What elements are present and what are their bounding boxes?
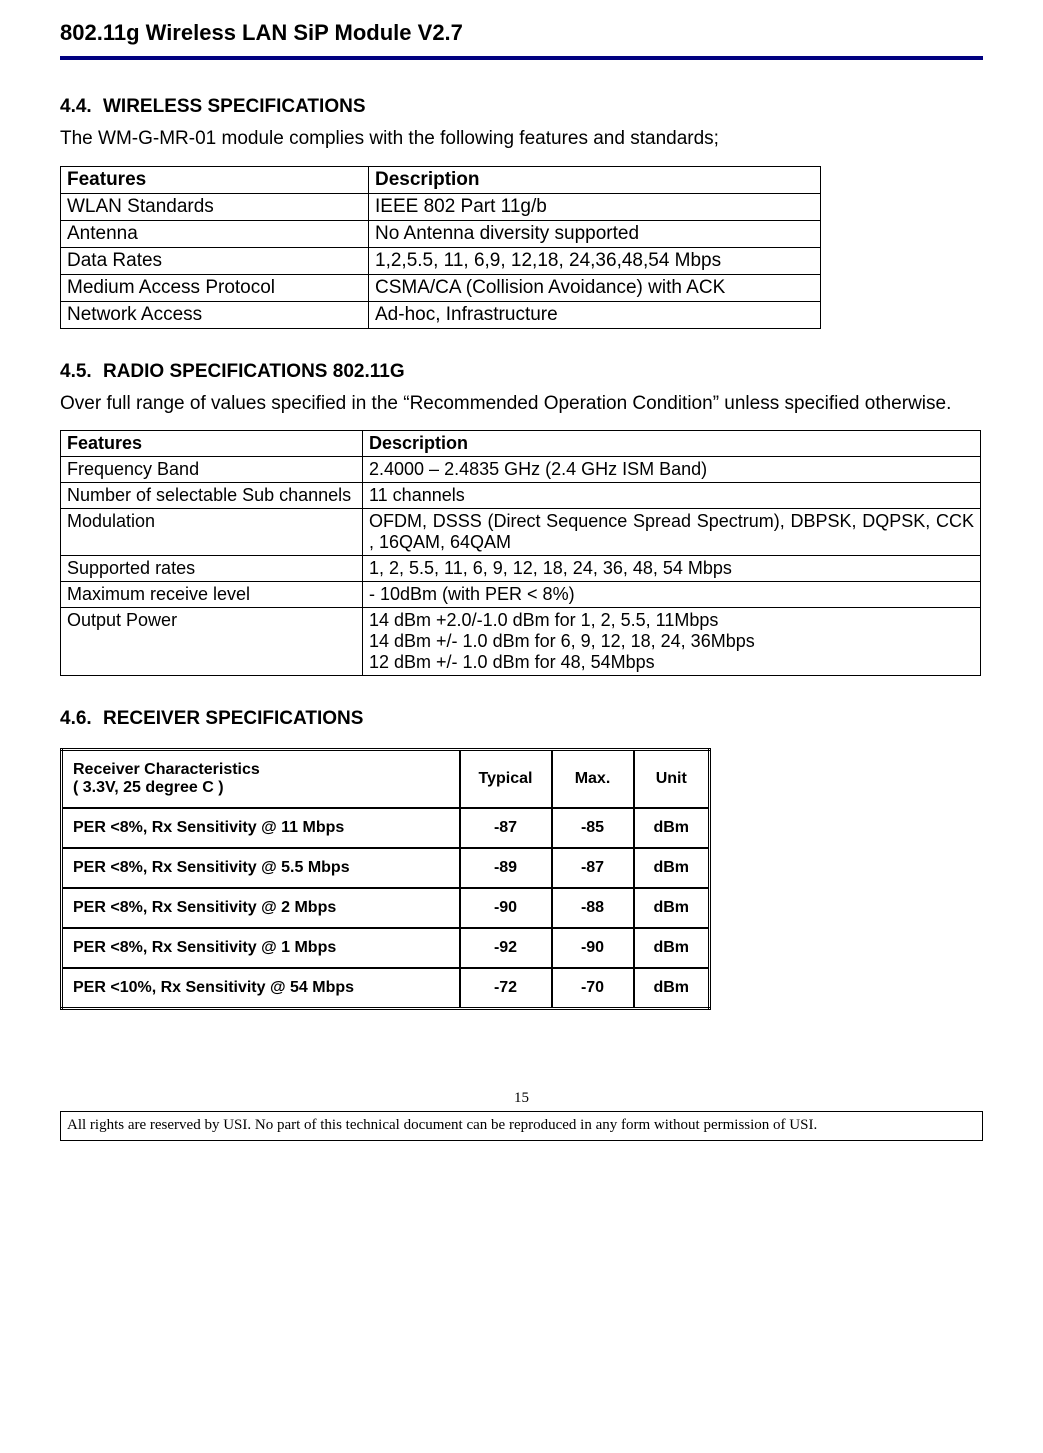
table-row: ModulationOFDM, DSSS (Direct Sequence Sp… — [61, 509, 981, 556]
table-cell: -87 — [552, 848, 634, 888]
table-cell: -87 — [460, 808, 552, 848]
receiver-header-line2: ( 3.3V, 25 degree C ) — [73, 779, 449, 797]
table-cell: -85 — [552, 808, 634, 848]
table-row: Receiver Characteristics ( 3.3V, 25 degr… — [62, 750, 710, 809]
table-header: Receiver Characteristics ( 3.3V, 25 degr… — [62, 750, 460, 809]
section-4-4-heading: 4.4. WIRELESS SPECIFICATIONS — [60, 96, 983, 118]
table-cell: 2.4000 – 2.4835 GHz (2.4 GHz ISM Band) — [363, 457, 981, 483]
table-row: PER <8%, Rx Sensitivity @ 11 Mbps-87-85d… — [62, 808, 710, 848]
table-cell: OFDM, DSSS (Direct Sequence Spread Spect… — [363, 509, 981, 556]
title-rule — [60, 56, 983, 60]
section-4-6-heading: 4.6. RECEIVER SPECIFICATIONS — [60, 708, 983, 730]
table-cell: Antenna — [61, 220, 369, 247]
table-header: Max. — [552, 750, 634, 809]
table-cell: dBm — [634, 968, 710, 1009]
table-cell: 11 channels — [363, 483, 981, 509]
page-number: 15 — [60, 1090, 983, 1107]
table-row: Output Power14 dBm +2.0/-1.0 dBm for 1, … — [61, 608, 981, 676]
receiver-spec-table: Receiver Characteristics ( 3.3V, 25 degr… — [60, 748, 711, 1010]
table-cell: Maximum receive level — [61, 582, 363, 608]
table-cell: Modulation — [61, 509, 363, 556]
table-cell: -92 — [460, 928, 552, 968]
table-row: Maximum receive level- 10dBm (with PER <… — [61, 582, 981, 608]
table-cell: 14 dBm +2.0/-1.0 dBm for 1, 2, 5.5, 11Mb… — [363, 608, 981, 676]
table-cell: Frequency Band — [61, 457, 363, 483]
table-cell: PER <10%, Rx Sensitivity @ 54 Mbps — [62, 968, 460, 1009]
table-row: PER <8%, Rx Sensitivity @ 2 Mbps-90-88dB… — [62, 888, 710, 928]
radio-spec-table: Features Description Frequency Band2.400… — [60, 430, 981, 676]
table-header: Features — [61, 431, 363, 457]
table-cell: PER <8%, Rx Sensitivity @ 5.5 Mbps — [62, 848, 460, 888]
table-row: AntennaNo Antenna diversity supported — [61, 220, 821, 247]
table-cell: -89 — [460, 848, 552, 888]
table-row: Data Rates1,2,5.5, 11, 6,9, 12,18, 24,36… — [61, 247, 821, 274]
section-4-6-title: RECEIVER SPECIFICATIONS — [103, 708, 363, 729]
table-cell: 1, 2, 5.5, 11, 6, 9, 12, 18, 24, 36, 48,… — [363, 556, 981, 582]
table-header: Features — [61, 166, 369, 193]
table-row: PER <8%, Rx Sensitivity @ 1 Mbps-92-90dB… — [62, 928, 710, 968]
section-4-5-num: 4.5. — [60, 361, 92, 382]
table-cell: dBm — [634, 808, 710, 848]
footer-text: All rights are reserved by USI. No part … — [60, 1111, 983, 1141]
table-cell: No Antenna diversity supported — [369, 220, 821, 247]
table-cell: PER <8%, Rx Sensitivity @ 11 Mbps — [62, 808, 460, 848]
table-cell: Network Access — [61, 301, 369, 328]
table-cell: Output Power — [61, 608, 363, 676]
table-cell: Data Rates — [61, 247, 369, 274]
table-row: Supported rates1, 2, 5.5, 11, 6, 9, 12, … — [61, 556, 981, 582]
table-cell: Medium Access Protocol — [61, 274, 369, 301]
section-4-4-num: 4.4. — [60, 96, 92, 117]
table-header: Unit — [634, 750, 710, 809]
table-row: Features Description — [61, 431, 981, 457]
table-cell: -90 — [552, 928, 634, 968]
table-cell: Number of selectable Sub channels — [61, 483, 363, 509]
table-row: Frequency Band2.4000 – 2.4835 GHz (2.4 G… — [61, 457, 981, 483]
table-cell: -90 — [460, 888, 552, 928]
section-4-6-num: 4.6. — [60, 708, 92, 729]
table-cell: PER <8%, Rx Sensitivity @ 2 Mbps — [62, 888, 460, 928]
wireless-spec-table: Features Description WLAN StandardsIEEE … — [60, 166, 821, 329]
section-4-4-title: WIRELESS SPECIFICATIONS — [103, 96, 366, 117]
table-row: Number of selectable Sub channels11 chan… — [61, 483, 981, 509]
table-header: Description — [369, 166, 821, 193]
section-4-4-intro: The WM-G-MR-01 module complies with the … — [60, 126, 983, 152]
table-cell: Supported rates — [61, 556, 363, 582]
table-cell: 1,2,5.5, 11, 6,9, 12,18, 24,36,48,54 Mbp… — [369, 247, 821, 274]
receiver-header-line1: Receiver Characteristics — [73, 761, 449, 779]
table-header: Description — [363, 431, 981, 457]
table-row: Medium Access ProtocolCSMA/CA (Collision… — [61, 274, 821, 301]
table-cell: CSMA/CA (Collision Avoidance) with ACK — [369, 274, 821, 301]
table-cell: Ad-hoc, Infrastructure — [369, 301, 821, 328]
table-cell: - 10dBm (with PER < 8%) — [363, 582, 981, 608]
table-cell: -72 — [460, 968, 552, 1009]
doc-title: 802.11g Wireless LAN SiP Module V2.7 — [60, 20, 983, 56]
table-cell: dBm — [634, 888, 710, 928]
table-row: WLAN StandardsIEEE 802 Part 11g/b — [61, 193, 821, 220]
table-cell: WLAN Standards — [61, 193, 369, 220]
table-cell: -70 — [552, 968, 634, 1009]
table-cell: dBm — [634, 848, 710, 888]
table-cell: -88 — [552, 888, 634, 928]
section-4-5-heading: 4.5. RADIO SPECIFICATIONS 802.11G — [60, 361, 983, 383]
table-row: Features Description — [61, 166, 821, 193]
table-cell: dBm — [634, 928, 710, 968]
section-4-5-title: RADIO SPECIFICATIONS 802.11G — [103, 361, 405, 382]
table-row: Network AccessAd-hoc, Infrastructure — [61, 301, 821, 328]
table-row: PER <8%, Rx Sensitivity @ 5.5 Mbps-89-87… — [62, 848, 710, 888]
table-row: PER <10%, Rx Sensitivity @ 54 Mbps-72-70… — [62, 968, 710, 1009]
table-cell: IEEE 802 Part 11g/b — [369, 193, 821, 220]
section-4-5-intro: Over full range of values specified in t… — [60, 391, 983, 417]
table-header: Typical — [460, 750, 552, 809]
table-cell: PER <8%, Rx Sensitivity @ 1 Mbps — [62, 928, 460, 968]
